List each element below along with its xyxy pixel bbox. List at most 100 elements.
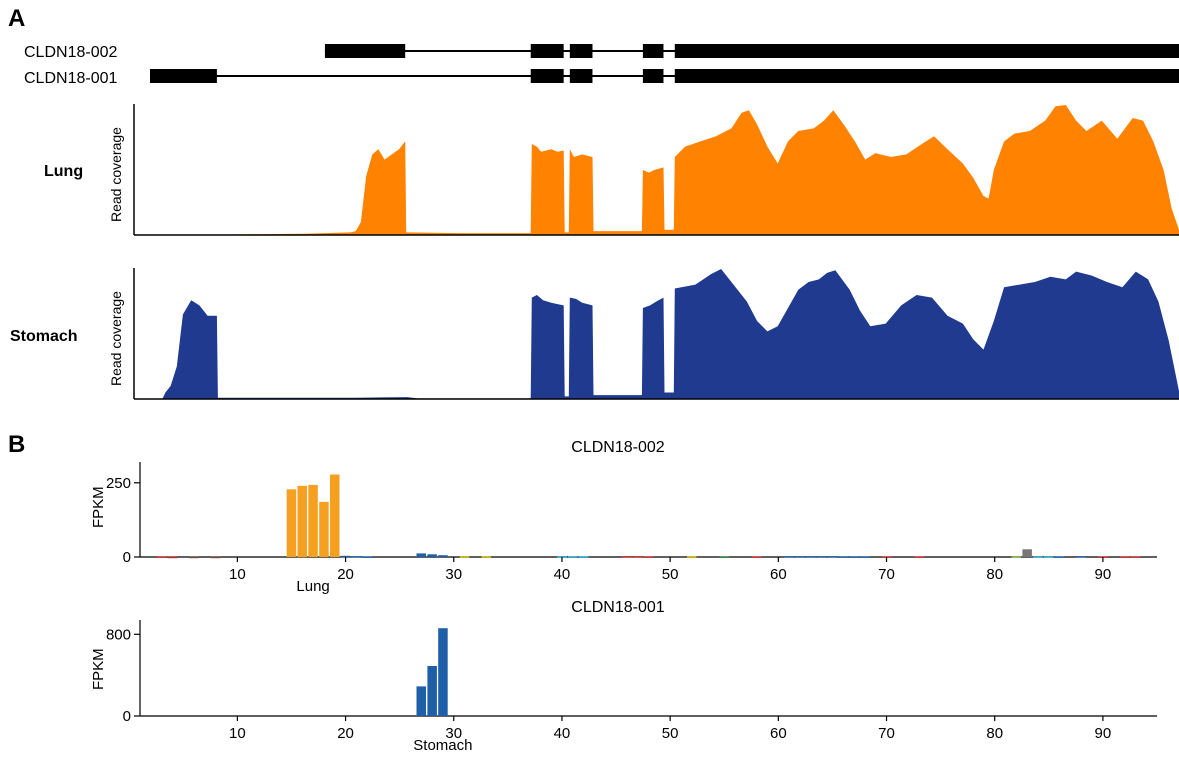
panel-a-label: A <box>8 5 25 32</box>
bar <box>827 556 838 558</box>
panel-b-label: B <box>8 431 25 458</box>
stomach-coverage-track: Stomach Read coverage <box>10 268 1179 400</box>
x-tick-label: 70 <box>878 566 895 583</box>
isoform-001-label: CLDN18-001 <box>24 70 117 87</box>
y-ticks: 0 800 <box>106 626 140 725</box>
isoform-002-label: CLDN18-002 <box>24 44 117 61</box>
bar <box>459 556 470 558</box>
stomach-coverage-area <box>150 269 1179 399</box>
y-axis-label: FPKM <box>90 648 107 690</box>
bar <box>1044 556 1054 558</box>
y-ticks: 0 250 <box>106 475 140 566</box>
bar <box>1033 556 1043 558</box>
bar <box>751 556 762 558</box>
x-tick-label: 80 <box>986 566 1003 583</box>
isoform-002-track <box>324 44 1179 58</box>
bar <box>330 474 340 557</box>
bar <box>416 686 426 716</box>
bar <box>687 556 697 558</box>
x-tick-label: 10 <box>229 725 246 742</box>
bar <box>438 628 448 716</box>
exon-block <box>530 44 564 58</box>
y-tick-label: 800 <box>106 626 131 643</box>
exon-block <box>530 69 564 83</box>
bar <box>914 556 924 558</box>
stomach-y-axis-label: Read coverage <box>108 291 124 386</box>
exon-block <box>569 69 593 83</box>
x-tick-label: 90 <box>1095 725 1112 742</box>
exon-block <box>642 44 664 58</box>
bar <box>319 501 329 557</box>
x-tick-label: 30 <box>445 725 462 742</box>
x-tick-label: 40 <box>554 725 571 742</box>
x-ticks: 10 20 30 40 50 60 70 80 90 <box>229 557 1111 583</box>
bar <box>806 556 816 558</box>
bar <box>795 556 805 558</box>
x-ticks: 10 20 30 40 50 60 70 80 90 <box>229 716 1111 742</box>
x-tick-label: 30 <box>445 566 462 583</box>
bar <box>622 556 632 558</box>
x-tick-label: 20 <box>337 566 354 583</box>
bar <box>481 556 491 558</box>
x-tick-label: 10 <box>229 566 246 583</box>
bar <box>416 553 426 557</box>
x-tick-label: 90 <box>1095 566 1112 583</box>
x-tick-label: 60 <box>770 725 787 742</box>
bar <box>286 489 297 557</box>
lung-coverage-area <box>150 105 1179 235</box>
bar <box>189 556 199 559</box>
stomach-track-label: Stomach <box>10 328 78 345</box>
y-tick-label: 0 <box>123 549 131 566</box>
bar <box>643 556 654 558</box>
bar <box>211 556 221 559</box>
lung-track-label: Lung <box>44 163 83 180</box>
bars <box>416 628 448 716</box>
gene-model: CLDN18-002 CLDN18-001 <box>24 44 1179 87</box>
bar <box>362 556 372 558</box>
bar <box>1011 556 1022 558</box>
bar <box>297 485 307 558</box>
bar <box>849 556 859 558</box>
bar <box>1076 556 1086 558</box>
exon-block <box>569 44 593 58</box>
group-label: Stomach <box>413 737 472 754</box>
chart-title: CLDN18-001 <box>571 599 664 616</box>
bar <box>156 556 167 558</box>
bar <box>351 556 362 558</box>
x-tick-label: 60 <box>770 566 787 583</box>
bar <box>1054 556 1065 558</box>
x-tick-label: 70 <box>878 725 895 742</box>
y-tick-label: 250 <box>106 475 131 492</box>
x-tick-label: 50 <box>662 566 679 583</box>
bar <box>860 556 870 558</box>
exon-block <box>674 69 1179 83</box>
x-tick-label: 20 <box>337 725 354 742</box>
bar <box>1130 556 1141 558</box>
exon-block <box>674 44 1179 58</box>
bar <box>557 556 567 558</box>
bar <box>167 556 178 559</box>
exon-block <box>642 69 664 83</box>
exon-block <box>150 69 217 83</box>
bar <box>1119 556 1130 558</box>
bar <box>1022 549 1032 557</box>
bars <box>156 474 1141 559</box>
x-tick-label: 40 <box>554 566 571 583</box>
isoform-001-track <box>150 69 1179 83</box>
bar <box>838 556 848 558</box>
bar <box>784 556 794 558</box>
group-label: Lung <box>296 578 329 595</box>
lung-y-axis-label: Read coverage <box>108 127 124 222</box>
bar <box>427 666 437 716</box>
bar <box>438 555 448 557</box>
chart-title: CLDN18-002 <box>571 439 664 456</box>
bar <box>719 556 729 558</box>
y-axis-label: FPKM <box>90 486 107 528</box>
bar <box>816 556 827 558</box>
lung-coverage-track: Lung Read coverage <box>44 104 1179 236</box>
x-tick-label: 50 <box>662 725 679 742</box>
y-tick-label: 0 <box>123 708 131 725</box>
bar <box>632 556 643 558</box>
